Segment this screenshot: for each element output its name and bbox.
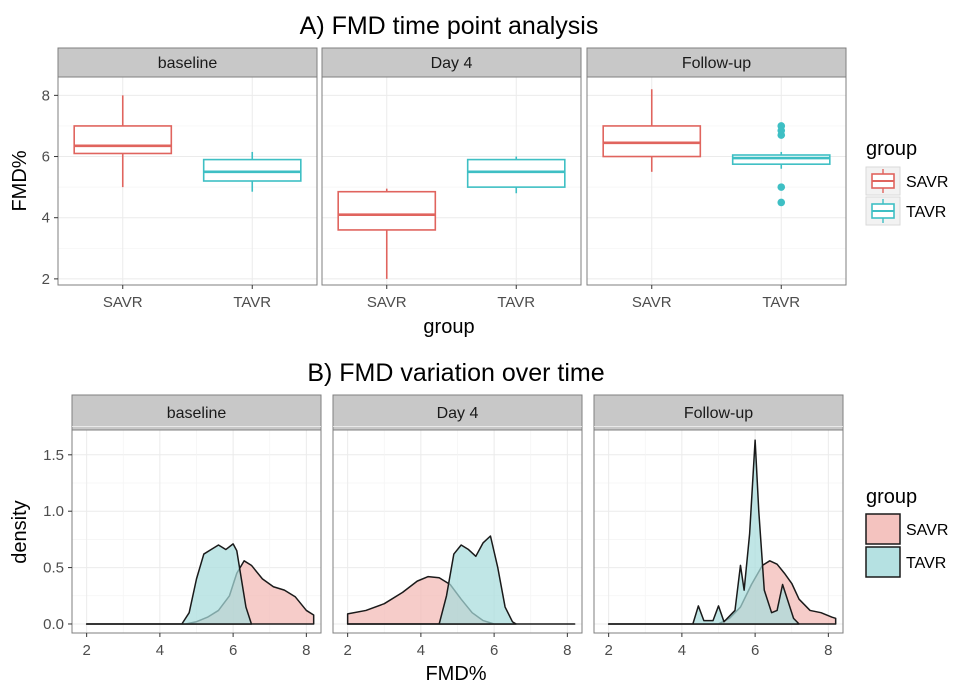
x-tick-label: 6: [751, 642, 759, 659]
panel-border: [57, 76, 318, 286]
legend-title: group: [866, 486, 917, 508]
x-tick-label: 4: [678, 642, 686, 659]
box-iqr: [731, 154, 831, 165]
x-tick-label: 6: [229, 642, 237, 659]
x-tick-label: TAVR: [762, 294, 800, 311]
chart-b-title: B) FMD variation over time: [307, 359, 604, 387]
box-iqr: [73, 125, 173, 155]
y-axis-title: FMD%: [9, 150, 31, 211]
facet-label: Day 4: [431, 55, 473, 72]
y-tick-label: 6: [42, 149, 50, 166]
box-outlier: [777, 198, 786, 207]
box-outlier: [777, 131, 786, 139]
legend-key-tavr: [865, 546, 901, 578]
legend-label-tavr: TAVR: [906, 555, 946, 572]
facet-label: Follow-up: [682, 55, 751, 72]
x-tick-label: SAVR: [632, 294, 672, 311]
y-axis-title: density: [9, 500, 31, 563]
x-tick-label: TAVR: [497, 294, 535, 311]
panel-border: [71, 429, 322, 634]
facet-strip: [321, 47, 582, 78]
facet-strip: [593, 394, 844, 431]
x-tick-label: 2: [604, 642, 612, 659]
chart-a-title: A) FMD time point analysis: [300, 12, 599, 40]
legend-label-savr: SAVR: [906, 174, 948, 191]
x-tick-label: 4: [417, 642, 425, 659]
y-tick-label: 1.0: [43, 503, 64, 520]
x-tick-label: 8: [563, 642, 571, 659]
panel-border: [586, 76, 847, 286]
legend-title: group: [866, 138, 917, 160]
x-tick-label: 2: [82, 642, 90, 659]
panel-border: [332, 429, 583, 634]
x-axis-title: FMD%: [425, 663, 486, 685]
facet-label: Day 4: [437, 405, 479, 422]
x-tick-label: TAVR: [233, 294, 271, 311]
panel-border: [321, 76, 582, 286]
y-tick-label: 0.5: [43, 560, 64, 577]
legend-label-tavr: TAVR: [906, 204, 946, 221]
x-tick-label: SAVR: [103, 294, 143, 311]
box-iqr: [602, 125, 702, 158]
x-axis-title: group: [423, 316, 474, 338]
y-tick-label: 4: [42, 210, 50, 227]
y-tick-label: 8: [42, 87, 50, 104]
legend-label-savr: SAVR: [906, 522, 948, 539]
facet-label: Follow-up: [684, 405, 753, 422]
x-tick-label: 8: [824, 642, 832, 659]
y-tick-label: 1.5: [43, 447, 64, 464]
x-tick-label: 6: [490, 642, 498, 659]
box-iqr: [202, 158, 302, 182]
facet-strip: [71, 394, 322, 431]
x-tick-label: 8: [302, 642, 310, 659]
x-tick-label: 4: [156, 642, 164, 659]
x-tick-label: SAVR: [367, 294, 407, 311]
legend-key-savr: [865, 513, 901, 545]
box-iqr: [337, 190, 437, 231]
box-outlier: [777, 183, 786, 191]
y-tick-label: 0.0: [43, 616, 64, 633]
facet-label: baseline: [158, 55, 218, 72]
facet-label: baseline: [167, 405, 227, 422]
chart-a-boxplot: baseline SAVR TAVR Day 4 SAVR TAVR Follow-up SA…: [9, 47, 948, 338]
facet-strip: [332, 394, 583, 431]
density-area-tavr: [607, 439, 800, 625]
density-area-tavr: [346, 535, 517, 625]
plot-panel: [587, 77, 846, 285]
box-iqr: [466, 158, 566, 188]
density-area-tavr: [85, 543, 253, 625]
facet-strip: [57, 47, 318, 78]
y-tick-label: 2: [42, 271, 50, 288]
chart-b-density: baseline 2 4 6 8 Day 4 2 4 6 8 Follow-up 2 4 6 8 0.0 0.5…: [9, 394, 948, 685]
legend-key-savr: [865, 166, 901, 196]
facet-strip: [586, 47, 847, 78]
legend-key-tavr: [865, 196, 901, 226]
x-tick-label: 2: [343, 642, 351, 659]
panel-border: [593, 429, 844, 634]
